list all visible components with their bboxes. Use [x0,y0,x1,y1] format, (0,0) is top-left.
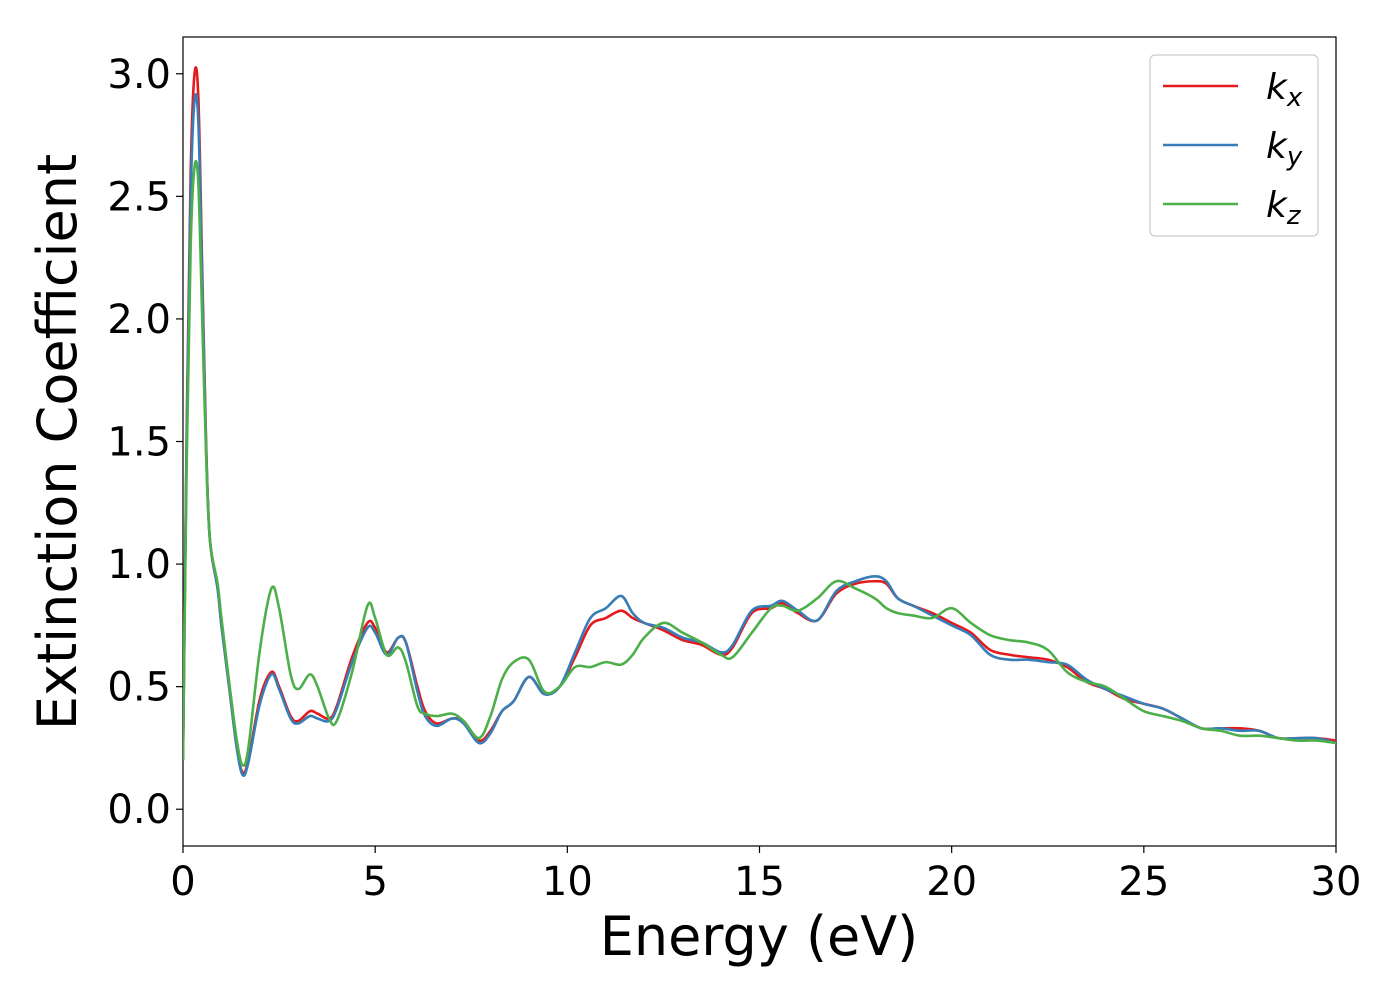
y-tick-label: 2.0 [107,297,171,343]
y-tick-label: 0.0 [107,787,171,833]
legend: kx ky kz [1149,54,1319,237]
y-axis-label: Extinction Coefficient [26,154,89,730]
x-tick-label: 30 [1311,859,1362,905]
y-tick-label: 3.0 [107,52,171,98]
y-tick-label: 1.0 [107,542,171,588]
series-line-k_z [183,159,1336,767]
y-tick-label: 2.5 [107,174,171,220]
x-tick-label: 25 [1118,859,1169,905]
x-ticks: 0 5 10 15 20 25 30 [170,846,1361,905]
series-line-k_y [183,93,1336,777]
x-axis-label: Energy (eV) [600,905,919,968]
x-tick-label: 10 [542,859,593,905]
legend-label-k_y: ky [1266,126,1303,172]
legend-label-k_x: kx [1266,67,1303,113]
x-tick-label: 5 [362,859,387,905]
x-tick-label: 20 [926,859,977,905]
series-layer [183,66,1336,777]
legend-label-k_z: kz [1266,185,1302,231]
y-tick-label: 0.5 [107,665,171,711]
y-tick-label: 1.5 [107,420,171,466]
x-tick-label: 0 [170,859,195,905]
x-tick-label: 15 [734,859,785,905]
y-ticks: 0.0 0.5 1.0 1.5 2.0 2.5 3.0 [107,52,183,833]
